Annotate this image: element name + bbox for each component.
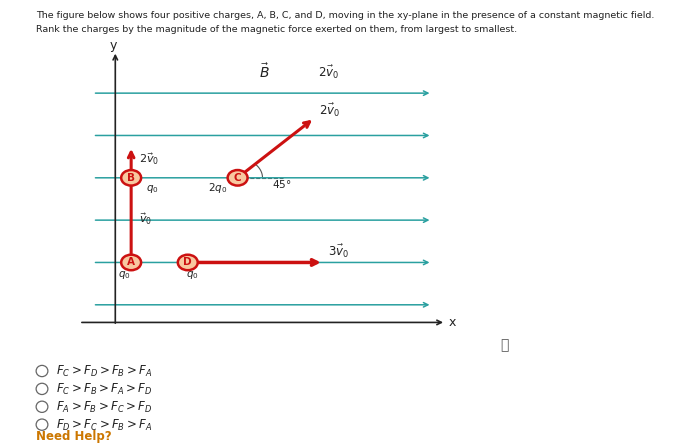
- Text: $F_A > F_B > F_C > F_D$: $F_A > F_B > F_C > F_D$: [56, 400, 153, 415]
- Text: x: x: [449, 316, 456, 329]
- Text: y: y: [109, 39, 117, 52]
- Text: D: D: [183, 257, 192, 267]
- Text: C: C: [234, 173, 241, 183]
- Text: $3\vec{v}_0$: $3\vec{v}_0$: [328, 242, 349, 260]
- Circle shape: [178, 255, 197, 270]
- Text: B: B: [127, 173, 135, 183]
- Text: $q_0$: $q_0$: [146, 183, 158, 195]
- Text: Need Help?: Need Help?: [36, 430, 112, 443]
- Circle shape: [228, 170, 248, 186]
- Text: $2\vec{v}_0$: $2\vec{v}_0$: [319, 101, 340, 118]
- Text: $2\vec{v}_0$: $2\vec{v}_0$: [139, 152, 160, 168]
- Text: HINT: HINT: [48, 347, 78, 357]
- Text: $\vec{v}_0$: $\vec{v}_0$: [139, 212, 153, 228]
- Text: Read It: Read It: [108, 431, 150, 441]
- Text: $\vec{B}$: $\vec{B}$: [260, 63, 270, 81]
- Text: $F_D > F_C > F_B > F_A$: $F_D > F_C > F_B > F_A$: [56, 418, 152, 433]
- Text: ⓘ: ⓘ: [500, 338, 508, 352]
- Text: Rank the charges by the magnitude of the magnetic force exerted on them, from la: Rank the charges by the magnitude of the…: [36, 25, 517, 34]
- Circle shape: [121, 170, 141, 186]
- Text: $q_0$: $q_0$: [118, 269, 130, 281]
- Text: $2\vec{v}_0$: $2\vec{v}_0$: [318, 63, 339, 80]
- Text: A: A: [127, 257, 135, 267]
- Text: $F_C > F_D > F_B > F_A$: $F_C > F_D > F_B > F_A$: [56, 364, 152, 380]
- Text: $F_C > F_B > F_A > F_D$: $F_C > F_B > F_A > F_D$: [56, 382, 153, 397]
- Text: $45°$: $45°$: [272, 177, 291, 190]
- Text: The figure below shows four positive charges, A, B, C, and D, moving in the xy-p: The figure below shows four positive cha…: [36, 11, 654, 20]
- Text: $q_0$: $q_0$: [186, 269, 198, 281]
- Text: $2q_0$: $2q_0$: [208, 181, 228, 195]
- Circle shape: [121, 255, 141, 270]
